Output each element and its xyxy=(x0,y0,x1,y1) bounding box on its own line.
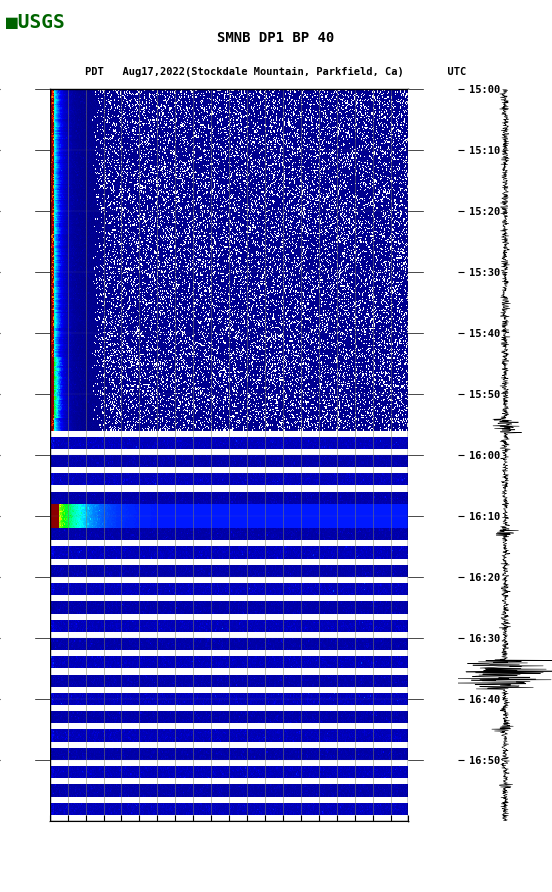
Text: ■USGS: ■USGS xyxy=(6,13,64,32)
Text: PDT   Aug17,2022(Stockdale Mountain, Parkfield, Ca)       UTC: PDT Aug17,2022(Stockdale Mountain, Parkf… xyxy=(86,67,466,77)
Text: SMNB DP1 BP 40: SMNB DP1 BP 40 xyxy=(217,31,335,45)
